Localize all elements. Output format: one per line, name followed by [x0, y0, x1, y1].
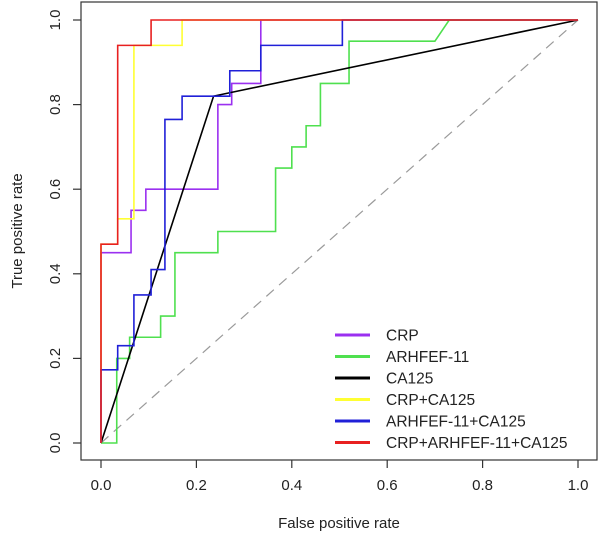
- legend-label: CA125: [386, 371, 433, 388]
- y-tick-label: 0.0: [47, 433, 64, 454]
- roc-curve-crp-arhfef-11-ca125: [100, 19, 578, 443]
- roc-curve-arhfef-11: [101, 19, 578, 444]
- y-tick-label: 0.4: [47, 263, 64, 284]
- x-tick-label: 0.0: [91, 477, 112, 494]
- roc-curve-arhfef-11-ca125: [100, 19, 578, 443]
- x-tick-label: 1.0: [568, 477, 589, 494]
- x-tick-label: 0.8: [472, 477, 493, 494]
- legend-label: CRP+ARHFEF-11+CA125: [386, 435, 567, 452]
- legend-label: CRP+CA125: [386, 392, 475, 409]
- legend: CRP ARHFEF-11 CA125 CRP+CA125 ARHFEF-11+CA12…: [335, 328, 567, 452]
- y-tick-label: 0.2: [47, 348, 64, 369]
- chance-diagonal-line: [100, 19, 579, 444]
- roc-curve-crp: [100, 19, 578, 443]
- plot-frame: [80, 1, 598, 461]
- y-tick-label: 0.8: [47, 94, 64, 115]
- y-tick-label: 1.0: [47, 10, 64, 31]
- x-axis-label: False positive rate: [278, 515, 400, 532]
- legend-label: ARHFEF-11: [386, 349, 469, 366]
- x-tick-label: 0.2: [186, 477, 207, 494]
- y-axis-label: True positive rate: [9, 173, 26, 288]
- legend-label: ARHFEF-11+CA125: [386, 414, 526, 431]
- legend-label: CRP: [386, 328, 419, 345]
- x-tick-label: 0.4: [281, 477, 302, 494]
- x-tick-label: 0.6: [377, 477, 398, 494]
- y-tick-label: 0.6: [47, 179, 64, 200]
